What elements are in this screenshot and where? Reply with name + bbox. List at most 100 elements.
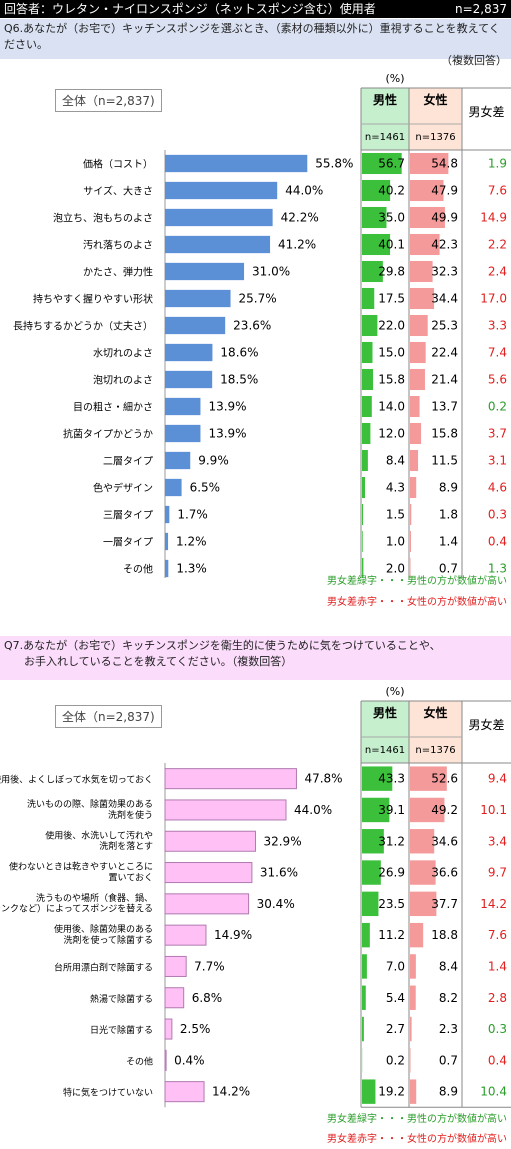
diff-value: 0.2: [488, 400, 507, 414]
category-label: 使用後、水洗いして汚れや洗剤を落とす: [45, 829, 153, 852]
category-label: その他: [123, 563, 153, 576]
diff-value: 0.4: [488, 1053, 507, 1067]
total-bar: [165, 424, 201, 443]
total-value-label: 31.0%: [252, 265, 290, 279]
male-value: 14.0: [378, 400, 405, 414]
female-value: 25.3: [431, 319, 458, 333]
total-bar: [164, 768, 297, 790]
male-bar: [362, 922, 370, 948]
female-value: 11.5: [431, 454, 458, 468]
category-label: 使わないときは乾きやすいところに置いておく: [9, 861, 153, 884]
diff-value: 10.4: [480, 1085, 507, 1099]
category-label: 台所用漂白剤で除菌する: [54, 961, 153, 973]
diff-value: 3.4: [488, 834, 507, 848]
male-bar: [362, 341, 373, 364]
total-value-label: 41.2%: [278, 238, 316, 252]
total-value-label: 44.0%: [285, 184, 323, 198]
female-bar: [410, 341, 426, 364]
q7-question: Q7.あなたが（お宅で）キッチンスポンジを衛生的に使うために気をつけていることや…: [0, 636, 511, 680]
diff-value: 3.3: [488, 319, 507, 333]
male-value: 2.0: [386, 562, 405, 576]
total-bar: [165, 154, 308, 173]
female-value: 0.7: [439, 562, 458, 576]
female-bar: [410, 1016, 412, 1042]
male-bar: [362, 152, 402, 175]
total-value-label: 1.7%: [177, 508, 208, 522]
total-bar: [165, 478, 182, 497]
male-bar: [362, 179, 391, 202]
total-value-label: 13.9%: [208, 400, 246, 414]
category-label: 価格（コスト）: [83, 158, 153, 171]
male-bar: [362, 206, 387, 229]
female-value: 1.8: [439, 508, 458, 522]
male-bar: [362, 1079, 376, 1104]
male-value: 7.0: [386, 959, 405, 973]
female-bar: [410, 891, 437, 917]
female-bar: [410, 530, 411, 553]
total-bar: [165, 262, 245, 281]
male-bar: [362, 766, 393, 791]
male-value: 39.1: [378, 803, 405, 817]
total-bar: [165, 181, 278, 200]
female-value: 52.6: [431, 772, 458, 786]
female-bar: [410, 179, 444, 202]
male-value: 17.5: [378, 292, 405, 306]
diff-value: 3.1: [488, 454, 507, 468]
category-label: 泡立ち、泡もちのよさ: [53, 212, 153, 225]
total-bar: [165, 343, 213, 362]
diff-value: 0.3: [488, 1022, 507, 1036]
total-value-label: 44.0%: [294, 803, 332, 817]
female-value: 36.6: [431, 866, 458, 880]
female-value: 34.4: [431, 292, 458, 306]
total-bar: [164, 987, 185, 1009]
female-bar: [410, 860, 436, 885]
female-value: 0.7: [439, 1053, 458, 1067]
male-bar: [362, 1016, 364, 1042]
female-value: 32.3: [431, 265, 458, 279]
male-bar: [362, 503, 364, 526]
total-bar: [164, 955, 187, 977]
diff-value: 2.2: [488, 238, 507, 252]
female-label: 女性: [423, 92, 447, 107]
total-value-label: 13.9%: [208, 427, 246, 441]
total-value-label: 0.4%: [174, 1053, 205, 1067]
total-value-label: 18.6%: [220, 346, 258, 360]
male-bar: [362, 233, 391, 256]
male-bar: [362, 954, 367, 979]
male-bar: [362, 797, 390, 823]
female-value: 1.4: [439, 535, 458, 549]
male-n: n=1461: [365, 745, 405, 756]
category-label: 汚れ落ちのよさ: [83, 239, 153, 252]
diff-value: 0.4: [488, 535, 507, 549]
respondent-header: 回答者：ウレタン・ナイロンスポンジ（ネットスポンジ含む）使用者 n=2,837: [0, 0, 511, 18]
q6-question-note: （複数回答）: [441, 54, 507, 67]
female-bar: [410, 503, 412, 526]
total-bar: [164, 893, 250, 915]
female-value: 8.2: [439, 991, 458, 1005]
female-value: 34.6: [431, 834, 458, 848]
male-value: 1.0: [386, 535, 405, 549]
q7-green-note: 男女差緑字・・・男性の方が数値が高い: [327, 1114, 507, 1125]
female-bar: [410, 766, 447, 791]
q7-total-label: 全体（n=2,837): [55, 705, 162, 728]
male-bar: [362, 557, 364, 578]
female-value: 18.8: [431, 928, 458, 942]
total-value-label: 47.8%: [304, 772, 342, 786]
q6-total-label: 全体（n=2,837): [55, 89, 162, 112]
total-bar: [164, 830, 256, 852]
q7-question-text: Q7.あなたが（お宅で）キッチンスポンジを衛生的に使うために気をつけていることや…: [4, 639, 441, 652]
diff-value: 0.3: [488, 508, 507, 522]
diff-value: 2.8: [488, 991, 507, 1005]
female-value: 49.9: [431, 211, 458, 225]
category-label: 洗いものの際、除菌効果のある洗剤を使う: [27, 798, 153, 821]
female-value: 13.7: [431, 400, 458, 414]
female-bar: [410, 260, 433, 283]
diff-value: 2.4: [488, 265, 507, 279]
female-bar: [410, 829, 435, 854]
male-bar: [362, 449, 368, 472]
male-value: 40.1: [378, 238, 405, 252]
male-bar: [362, 476, 366, 499]
category-label: 色やデザイン: [93, 482, 153, 495]
q6-red-note: 男女差赤字・・・女性の方が数値が高い: [327, 597, 507, 608]
